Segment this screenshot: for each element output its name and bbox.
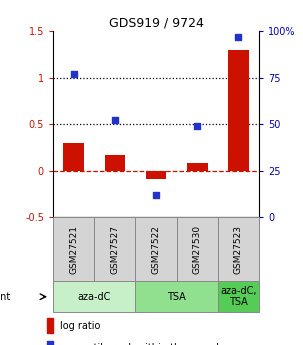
Text: GSM27530: GSM27530: [193, 225, 202, 274]
Bar: [177, 217, 218, 281]
Bar: [47, 318, 53, 333]
Text: percentile rank within the sample: percentile rank within the sample: [60, 343, 225, 345]
Text: aza-dC,
TSA: aza-dC, TSA: [220, 286, 257, 307]
Point: [112, 118, 117, 123]
Bar: [187, 163, 208, 171]
Text: agent: agent: [0, 292, 11, 302]
Text: GSM27523: GSM27523: [234, 225, 243, 274]
Bar: [135, 281, 218, 312]
Text: log ratio: log ratio: [60, 321, 100, 331]
Bar: [94, 217, 135, 281]
Bar: [146, 171, 166, 179]
Point: [154, 192, 158, 198]
Bar: [63, 143, 84, 171]
Text: GSM27527: GSM27527: [110, 225, 119, 274]
Bar: [53, 281, 135, 312]
Text: aza-dC: aza-dC: [78, 292, 111, 302]
Bar: [47, 341, 53, 345]
Text: TSA: TSA: [167, 292, 186, 302]
Title: GDS919 / 9724: GDS919 / 9724: [108, 17, 204, 30]
Bar: [218, 217, 259, 281]
Text: GSM27521: GSM27521: [69, 225, 78, 274]
Point: [236, 34, 241, 39]
Bar: [228, 50, 249, 171]
Bar: [105, 155, 125, 171]
Point: [195, 123, 200, 129]
Bar: [218, 281, 259, 312]
Bar: [135, 217, 177, 281]
Point: [71, 71, 76, 77]
Text: GSM27522: GSM27522: [152, 225, 161, 274]
Bar: [53, 217, 94, 281]
